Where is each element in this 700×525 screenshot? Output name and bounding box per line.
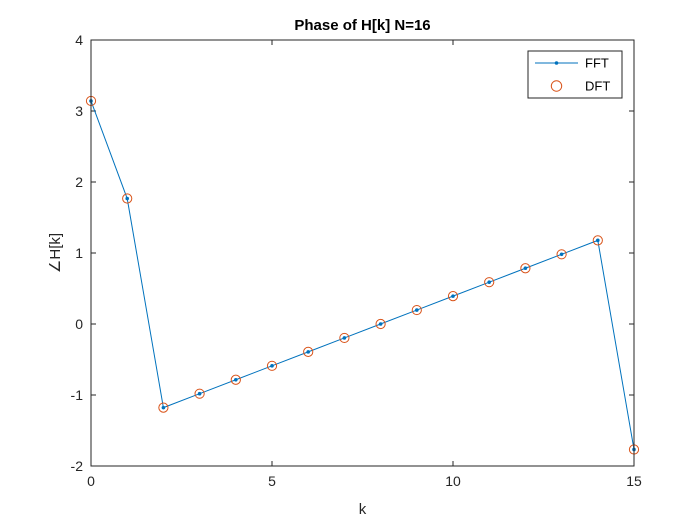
y-tick-label: 3 <box>75 103 83 119</box>
dft-data-point <box>266 360 278 371</box>
dft-data-point <box>556 249 567 260</box>
legend-fft-label: FFT <box>585 56 609 71</box>
fft-data-point <box>596 238 600 243</box>
dft-data-point <box>375 318 386 330</box>
fft-data-point <box>342 336 347 340</box>
dft-data-point <box>520 263 531 274</box>
fft-data-point <box>415 308 419 312</box>
dft-data-point <box>158 402 169 413</box>
fft-series-line <box>90 100 635 450</box>
legend-fft-marker <box>554 61 559 65</box>
fft-data-point <box>161 405 166 410</box>
plot-box <box>90 39 635 467</box>
x-tick-label: 10 <box>445 473 461 489</box>
dft-data-point <box>303 346 314 357</box>
plot-area <box>91 40 634 466</box>
fft-data-point <box>306 350 311 354</box>
dft-data-point <box>194 388 205 399</box>
y-tick-label: 1 <box>75 245 83 261</box>
legend-dft-marker <box>550 80 563 92</box>
chart-title: Phase of H[k] N=16 <box>294 17 430 34</box>
fft-data-point <box>523 266 528 271</box>
x-tick-label: 5 <box>268 473 276 489</box>
legend: FFT DFT <box>527 50 623 99</box>
y-tick-label: -2 <box>71 458 84 474</box>
fft-data-point <box>197 391 202 396</box>
fft-data-point <box>125 196 129 201</box>
dft-data-point <box>484 277 495 288</box>
fft-data-point <box>270 364 274 368</box>
legend-box <box>527 50 623 99</box>
dft-data-point <box>230 374 241 385</box>
legend-dft-label: DFT <box>585 79 610 94</box>
fft-data-point <box>451 294 455 298</box>
x-tick-label: 15 <box>626 473 642 489</box>
y-axis-label: ∠H[k] <box>47 233 64 273</box>
dft-data-point <box>447 291 459 302</box>
fft-data-point <box>378 322 383 326</box>
y-tick-label: 4 <box>75 32 83 48</box>
y-tick-label: 2 <box>75 174 83 190</box>
y-tick-label: -1 <box>71 387 84 403</box>
x-tick-label: 0 <box>87 473 95 489</box>
tick-labels: 0 5 10 15 -2 -1 0 1 2 3 4 <box>71 32 642 489</box>
dft-data-point <box>411 304 422 316</box>
x-axis-label: k <box>359 501 367 518</box>
fft-data-point <box>487 280 492 284</box>
y-tick-label: 0 <box>75 316 83 332</box>
dft-data-point <box>339 332 350 344</box>
fft-data-point <box>234 377 238 382</box>
dft-data-point <box>122 193 133 204</box>
dft-data-point <box>592 235 603 246</box>
fft-data-point <box>559 252 564 257</box>
